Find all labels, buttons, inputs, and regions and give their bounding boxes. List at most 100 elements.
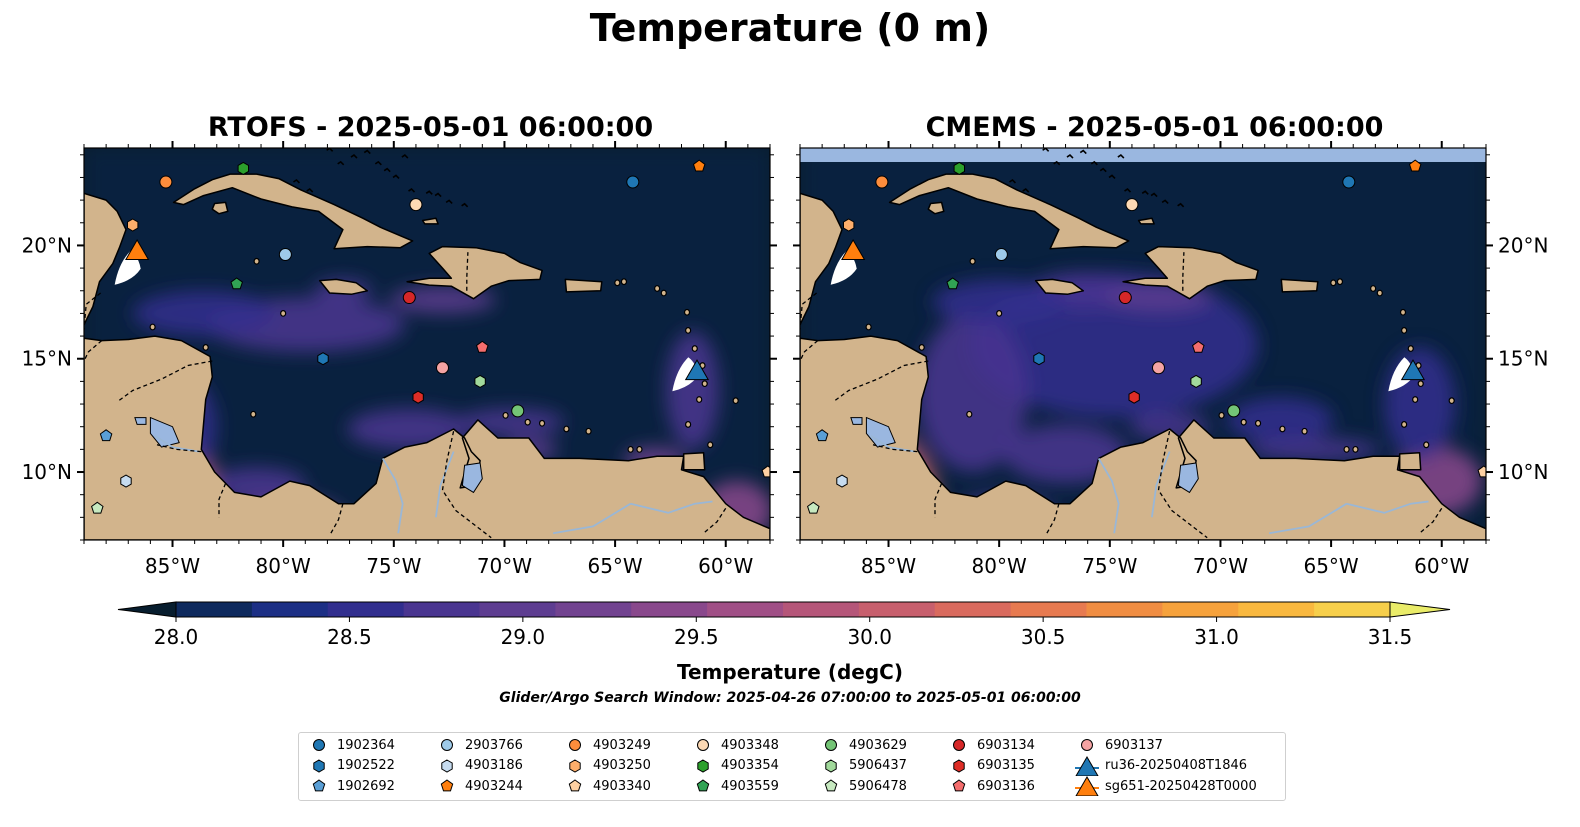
circle-marker-icon	[313, 739, 325, 751]
colorbar-segment	[1010, 602, 1087, 617]
colorbar-segment	[327, 602, 405, 617]
legend-item: 6903135	[947, 756, 1035, 776]
legend-label: 1902692	[337, 778, 395, 794]
colorbar-tick-label: 31.5	[1368, 625, 1413, 649]
lon-tick-label: 60°W	[698, 554, 753, 578]
marker-4903244	[692, 159, 706, 172]
lon-tick-label: 60°W	[1414, 554, 1469, 578]
circle-marker-icon	[1081, 739, 1093, 751]
lon-tick-label: 80°W	[256, 554, 311, 578]
pentagon-marker-icon	[568, 779, 582, 792]
marker-4903354	[953, 161, 965, 175]
marker-ru36-20250408T1846	[1400, 359, 1426, 381]
pentagon-marker-icon	[696, 779, 710, 792]
marker-6903135	[412, 390, 424, 404]
lon-tick-label: 80°W	[972, 554, 1027, 578]
marker-5906478	[807, 501, 820, 514]
colorbar-segment	[783, 602, 860, 617]
legend-item: 4903186	[435, 756, 523, 776]
land	[800, 148, 1486, 540]
legend-item: 4903629	[819, 735, 907, 755]
marker-6903134	[402, 291, 416, 305]
lon-tick-label: 75°W	[1082, 554, 1137, 578]
colorbar-label: Temperature (degC)	[677, 660, 903, 684]
marker-ru36-20250408T1846	[684, 359, 710, 381]
colorbar-segment	[1086, 602, 1163, 617]
legend-label: 4903340	[593, 778, 651, 794]
colorbar-segment	[251, 602, 329, 617]
colorbar-tick-label: 28.0	[154, 625, 199, 649]
map-frame	[77, 141, 777, 547]
rivers	[870, 435, 1429, 535]
marker-4903354	[237, 161, 249, 175]
hexagon-marker-icon	[441, 758, 453, 773]
legend-item: 6903134	[947, 735, 1035, 755]
colorbar-tick-label: 30.5	[1021, 625, 1066, 649]
legend-label: 6903134	[977, 737, 1035, 753]
legend-label: 1902364	[337, 737, 395, 753]
colorbar-tick-label: 29.5	[674, 625, 719, 649]
map-frame	[793, 141, 1493, 547]
pentagon-marker-icon	[952, 779, 966, 792]
lon-tick-label: 70°W	[1193, 554, 1248, 578]
marker-4903250	[843, 218, 855, 232]
pentagon-marker-icon	[824, 779, 838, 792]
land	[84, 148, 770, 540]
colorbar-extend-low	[117, 601, 177, 618]
legend-label: 4903559	[721, 778, 779, 794]
colorbar-segment	[555, 602, 632, 617]
marker-1902692	[815, 429, 829, 442]
rivers	[154, 435, 713, 535]
marker-6903137	[435, 361, 449, 375]
legend-label: 6903135	[977, 758, 1035, 773]
marker-6903136	[1192, 340, 1205, 353]
figure-title: Temperature (0 m)	[589, 6, 991, 50]
marker-5906437	[474, 374, 486, 388]
panel-title-rtofs: RTOFS - 2025-05-01 06:00:00	[207, 112, 654, 143]
search-window-text: Glider/Argo Search Window: 2025-04-26 07…	[499, 690, 1081, 706]
circle-marker-icon	[441, 739, 453, 751]
legend-label: 6903136	[977, 778, 1035, 794]
marker-5906478	[91, 501, 104, 514]
marker-2903766	[994, 247, 1008, 261]
marker-4903340	[1477, 465, 1486, 478]
marker-4903559	[230, 277, 243, 290]
marker-4903629	[1227, 404, 1241, 418]
marker-5906437	[1190, 374, 1202, 388]
hexagon-marker-icon	[953, 758, 965, 773]
legend-item: ru36-20250408T1846	[1075, 755, 1247, 776]
lon-tick-label: 65°W	[587, 554, 642, 578]
legend-item: 4903559	[691, 776, 779, 796]
marker-sg651-20250428T0000	[125, 238, 150, 260]
colorbar: 28.0 28.5 29.0 29.5 30.0 30.5 31.0 31.5	[117, 601, 1451, 649]
map-panel-rtofs: 85°W 80°W 75°W 70°W 65°W 60°W 10°N 15°N 20°N	[22, 141, 777, 578]
marker-4903629	[511, 404, 525, 418]
marker-1902364	[1342, 175, 1356, 189]
legend-item: 4903249	[563, 735, 651, 755]
colorbar-extend-high	[1389, 601, 1451, 618]
legend-item: 1902522	[307, 756, 395, 776]
pentagon-marker-icon	[312, 779, 326, 792]
legend-item: 5906437	[819, 756, 907, 776]
marker-1902692	[99, 429, 113, 442]
colorbar-segment	[1238, 602, 1315, 617]
marker-4903186	[120, 474, 132, 488]
marker-4903250	[127, 218, 139, 232]
colorbar-tick-label: 31.0	[1194, 625, 1239, 649]
triangle-marker-icon	[1075, 755, 1099, 776]
float-markers	[807, 159, 1486, 514]
legend-item: 4903354	[691, 756, 779, 776]
legend-label: 4903249	[593, 737, 651, 753]
hexagon-marker-icon	[825, 758, 837, 773]
legend-label: 4903244	[465, 778, 523, 794]
marker-1902522	[1033, 352, 1045, 366]
lat-tick-label: 10°N	[22, 460, 72, 484]
map-panel-cmems: 85°W 80°W 75°W 70°W 65°W 60°W 10°N 15°N 20°N	[793, 141, 1548, 578]
lon-tick-label: 85°W	[861, 554, 916, 578]
colorbar-segment	[707, 602, 784, 617]
marker-4903348	[1125, 198, 1139, 212]
lon-tick-label: 65°W	[1303, 554, 1358, 578]
marker-4903559	[946, 277, 959, 290]
lon-tick-label: 85°W	[145, 554, 200, 578]
lat-tick-label: 10°N	[1498, 460, 1548, 484]
